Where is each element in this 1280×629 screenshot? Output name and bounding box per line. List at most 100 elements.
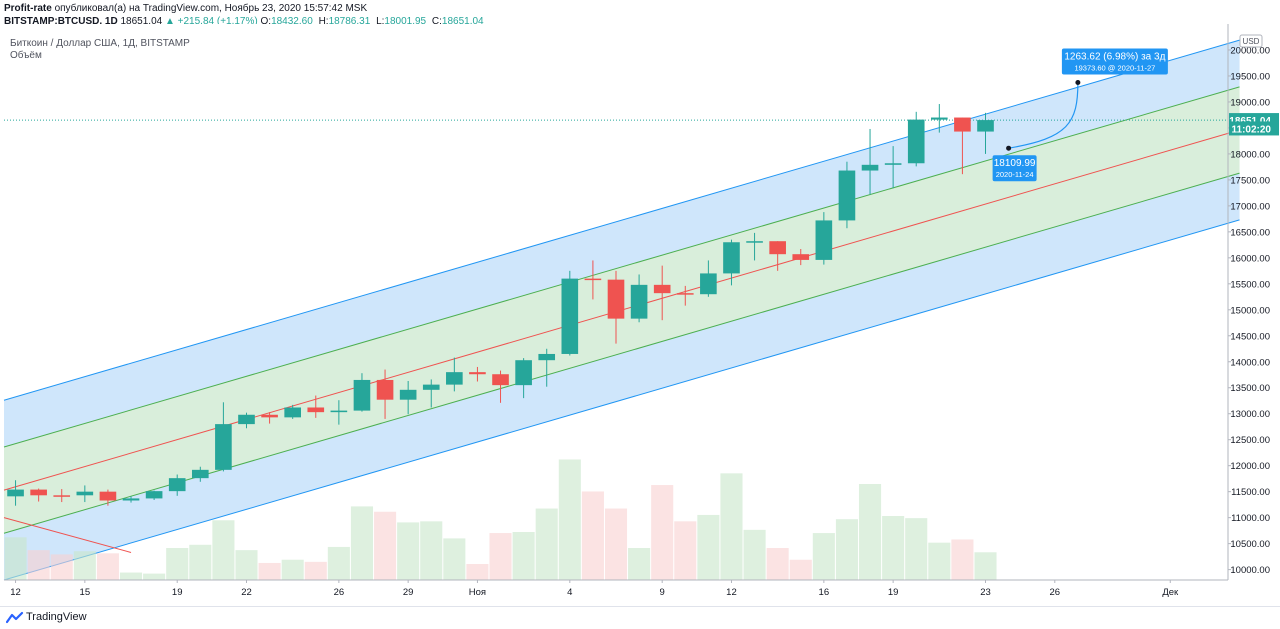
candle (746, 232, 763, 261)
candle (584, 260, 602, 300)
candle (884, 146, 902, 189)
candle (792, 248, 810, 266)
candle-body (284, 407, 301, 418)
currency-tag-bg (1239, 34, 1263, 48)
volume-bar (420, 521, 443, 580)
volume-bar (951, 539, 974, 580)
candle (422, 379, 440, 408)
candle-body (769, 241, 786, 255)
candle (76, 485, 94, 503)
y-tick-label: 17500.00 (1230, 175, 1270, 186)
candle-body (191, 469, 209, 479)
candle (215, 402, 232, 472)
y-tick-label: 16500.00 (1230, 227, 1270, 238)
candle (515, 358, 532, 399)
ohlc-close-value: 18651.04 (441, 16, 484, 27)
tradingview-brand[interactable]: TradingView (26, 611, 87, 623)
y-tick-label: 10000.00 (1230, 565, 1270, 576)
candle-body (76, 491, 94, 496)
candle-body (30, 489, 47, 496)
candle (538, 348, 556, 387)
ohlc-close-label: C: (431, 16, 442, 27)
candle (815, 212, 833, 265)
candle-body (861, 164, 879, 171)
volume-bar (812, 533, 835, 580)
volume-bar (882, 516, 905, 580)
volume-bar (558, 459, 581, 580)
volume-bar (27, 550, 50, 580)
volume-bar (143, 573, 166, 580)
volume-bar (628, 548, 651, 580)
candle-body (492, 374, 509, 386)
channel-upper-inner-line (3, 86, 1240, 448)
symbol-line: BITSTAMP:BTCUSD, 1D 18651.04 ▲ +215.84 (… (4, 16, 487, 27)
candle (145, 490, 163, 500)
countdown-label: 11:02:20 (1229, 121, 1279, 136)
volume-bar (350, 506, 374, 580)
volume-bar (604, 508, 628, 580)
candle (30, 488, 47, 502)
candle-body (261, 414, 278, 418)
candle-body (515, 360, 532, 386)
candle-body (422, 384, 440, 390)
y-tick-label: 10500.00 (1230, 539, 1270, 550)
volume-bar (789, 559, 812, 580)
x-tick-label: 16 (819, 587, 830, 598)
x-tick-label: Ноя (469, 587, 486, 598)
candle (838, 161, 856, 229)
volume-bar (697, 514, 720, 580)
channel-lower-outer-line (3, 219, 1240, 581)
candle (307, 395, 325, 418)
x-tick-label: 4 (567, 587, 572, 598)
ohlc-high-label: H: (318, 16, 329, 27)
candle-body (884, 163, 902, 165)
volume-bar (235, 550, 258, 580)
volume-bar (327, 546, 350, 580)
candle-body (215, 424, 232, 470)
candle (168, 474, 186, 496)
volume-bar (466, 564, 489, 580)
published-text: опубликовал(а) на TradingView.com, Ноябр… (54, 3, 368, 14)
volume-bar (374, 511, 397, 580)
volume-bar (166, 548, 189, 580)
candle-body (145, 491, 163, 499)
candle (607, 270, 625, 344)
x-tick-label: 12 (10, 587, 21, 598)
projection-curve (1008, 82, 1079, 149)
currency-tag: USD (1239, 34, 1263, 48)
tradingview-logo-icon[interactable] (6, 611, 24, 625)
publisher-name[interactable]: Profit-rate (4, 3, 52, 14)
x-tick-label: 19 (888, 587, 899, 598)
channel-lower-inner-line (3, 172, 1240, 534)
candle (330, 400, 348, 425)
candle-body (700, 273, 717, 295)
candle-body (307, 407, 325, 413)
volume-bar (443, 538, 466, 580)
y-tick-label: 19000.00 (1230, 97, 1270, 108)
candle-body (446, 372, 463, 385)
candle-body (931, 117, 948, 120)
candle (954, 117, 971, 175)
candle-body (330, 410, 348, 413)
x-tick-label: 26 (334, 587, 345, 598)
publisher-line: Profit-rate опубликовал(а) на TradingVie… (4, 3, 367, 14)
drawn-trend-line (3, 517, 132, 553)
point-b-label-line2: 19373.60 @ 2020-11-27 (1074, 64, 1155, 73)
y-tick-label: 16000.00 (1230, 253, 1270, 264)
volume-bar (96, 553, 119, 580)
candle (769, 241, 786, 271)
volume-bar (512, 532, 535, 580)
volume-bar (189, 544, 212, 580)
x-tick-label: 15 (80, 587, 91, 598)
y-tick-label: 12500.00 (1230, 435, 1270, 446)
volume-bar (858, 484, 882, 580)
volume-bar (304, 561, 327, 580)
candle (376, 369, 394, 419)
price-change: ▲ +215.84 (+1.17%) (164, 16, 258, 27)
ohlc-high-value: 18786.31 (328, 16, 371, 27)
channel-lower-outer-band (4, 173, 1240, 581)
candle-body (122, 498, 140, 501)
